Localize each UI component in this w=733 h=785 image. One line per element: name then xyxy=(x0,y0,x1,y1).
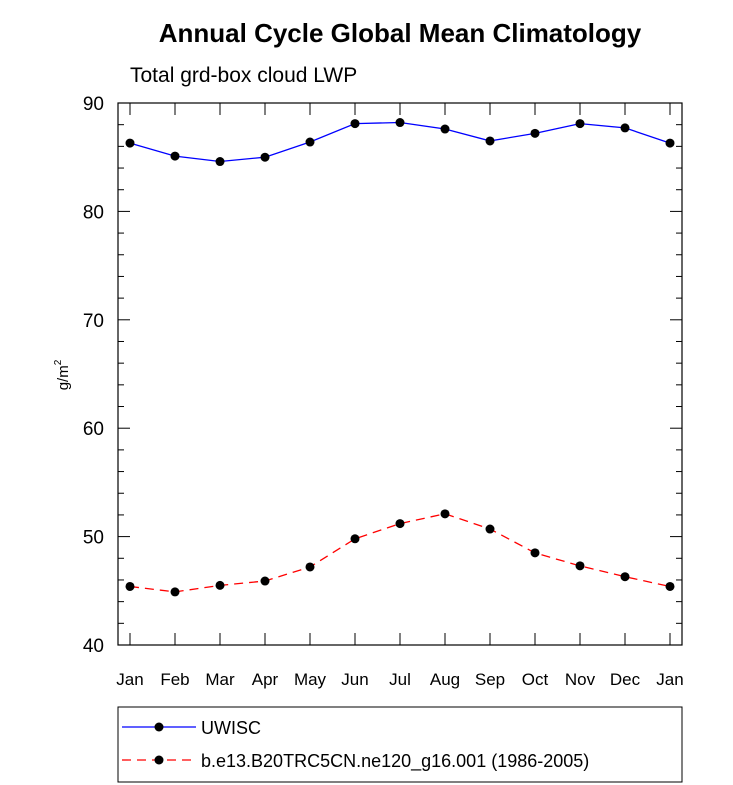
y-tick-label: 60 xyxy=(83,419,104,440)
series-1-point xyxy=(305,137,315,147)
series-1-point xyxy=(260,152,270,162)
y-tick-label: 50 xyxy=(83,528,104,549)
x-tick-label: Apr xyxy=(252,670,279,689)
series-1-point xyxy=(440,124,450,134)
x-tick-label: Sep xyxy=(475,670,505,689)
series-2-point xyxy=(485,524,495,534)
x-tick-label: Jun xyxy=(341,670,368,689)
x-tick-label: Feb xyxy=(160,670,189,689)
x-tick-label: Dec xyxy=(610,670,641,689)
x-tick-label: Jan xyxy=(116,670,143,689)
y-tick-label: 70 xyxy=(83,311,104,332)
legend-box xyxy=(117,706,683,783)
series-2-point xyxy=(530,548,540,558)
x-tick-label: Jan xyxy=(656,670,683,689)
y-tick-label: 80 xyxy=(83,202,104,223)
x-tick-label: Oct xyxy=(522,670,549,689)
plot-frame xyxy=(117,102,683,646)
series-2-point xyxy=(395,519,405,529)
chart-title: Annual Cycle Global Mean Climatology xyxy=(159,18,642,48)
series-1-point xyxy=(215,157,225,167)
x-tick-label: Mar xyxy=(205,670,235,689)
series-2-point xyxy=(620,572,630,582)
plot-area: 40 50 60 70 80 90 Jan Feb Mar Apr May Jun Jul Aug Sep O… xyxy=(83,94,684,689)
series-2-point xyxy=(440,509,450,519)
series-2-point xyxy=(575,561,585,571)
series-1-point xyxy=(350,119,360,129)
series-line-1 xyxy=(129,121,671,163)
series-1-point xyxy=(170,151,180,161)
series-1-point xyxy=(620,123,630,133)
series-2-point xyxy=(665,581,675,591)
legend: UWISC b.e13.B20TRC5CN.ne120_g16.001 (1986… xyxy=(117,706,683,783)
y-tick-label: 40 xyxy=(83,636,104,657)
series-1-point xyxy=(485,136,495,146)
series-2-point xyxy=(305,562,315,572)
y-axis-label: g/m2 xyxy=(53,359,72,390)
series-2-point xyxy=(260,576,270,586)
y-axis-label-superscript: 2 xyxy=(53,359,64,365)
series-1-point xyxy=(665,138,675,148)
x-tick-label: Nov xyxy=(565,670,596,689)
x-tick-label: May xyxy=(294,670,327,689)
series-2-point xyxy=(215,580,225,590)
chart-subtitle: Total grd-box cloud LWP xyxy=(130,64,357,87)
series-2-point xyxy=(350,534,360,544)
series-1-point xyxy=(395,118,405,128)
series-2-point xyxy=(125,581,135,591)
y-axis-label-text: g/m xyxy=(55,365,72,390)
x-tick-label: Aug xyxy=(430,670,460,689)
legend-label-2: b.e13.B20TRC5CN.ne120_g16.001 (1986-2005… xyxy=(201,751,589,772)
series-1-point xyxy=(125,138,135,148)
series-2-point xyxy=(170,587,180,597)
legend-marker-2 xyxy=(154,755,164,765)
legend-marker-1 xyxy=(154,722,164,732)
x-tick-label: Jul xyxy=(389,670,411,689)
y-tick-label: 90 xyxy=(83,94,104,115)
legend-label-1: UWISC xyxy=(201,718,261,738)
series-1-point xyxy=(575,119,585,129)
series-1-point xyxy=(530,128,540,138)
